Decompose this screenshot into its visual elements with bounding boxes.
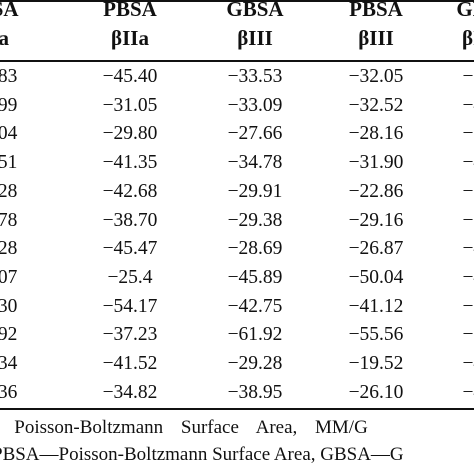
table-cell: −26.87 [348,238,404,260]
table-cell: −43.0 [462,353,474,374]
table-cell: −28.16 [348,123,404,145]
table-cell: −45.89 [227,266,283,288]
table-cell: −55.36 [0,381,18,403]
table-cell: −40.9 [462,238,474,260]
table-row: −46.99 −31.05 −33.09 −32.52 −44.7 [0,92,474,121]
table-cell: −31.90 [348,152,404,174]
table-cell: −33.09 [227,94,283,116]
table-cell: −45.40 [102,66,158,87]
table-cell: −38.70 [102,209,158,231]
table-cell: −33.04 [0,123,18,145]
header-rule [0,60,474,62]
table-cell: −44.7 [462,94,474,116]
table-row: −33.04 −29.80 −27.66 −28.16 −33.6 [0,120,474,149]
table-cell: −32.52 [348,94,404,116]
table-cell: −38.78 [0,209,18,231]
table-cell: −33.6 [462,123,474,145]
table-cell: −40.83 [0,66,18,87]
table-cell: −29.80 [102,123,158,145]
table-cell: −40.07 [0,266,18,288]
table-cell: −26.10 [348,381,404,403]
table-cell: −31.05 [102,94,158,116]
table-cell: −58.30 [0,295,18,317]
table-cell: −61.2 [462,295,474,317]
table-row: −39.28 −45.47 −28.69 −26.87 −40.9 [0,235,474,264]
table-cell: −42.75 [227,295,283,317]
table-cell: −27.66 [227,123,283,145]
table-cell: −36.51 [0,152,18,174]
footnote-line-1: hanics Poisson-Boltzmann Surface Area, M… [0,417,368,438]
table-cell: −22.86 [348,180,404,202]
table-row: −60.92 −37.23 −61.92 −55.56 −56.4 [0,321,474,350]
table-row: −55.36 −34.82 −38.95 −26.10 −45.4 [0,379,474,408]
table-cell: −40.1 [462,152,474,174]
table-cell: −60.92 [0,324,18,346]
table-cell: −34.82 [102,381,158,403]
table-cell: −37.23 [102,324,158,346]
table-cell: −56.4 [462,324,474,346]
bottom-rule [0,408,474,410]
table-row: −38.78 −38.70 −29.38 −29.16 −39.7 [0,207,474,236]
top-rule [0,0,474,2]
table-cell: −28.69 [227,238,283,260]
table-header: GBSA βIIa PBSA βIIa GBSA βIII PBSA βIII … [0,0,474,50]
table-row: −33.28 −42.68 −29.91 −22.86 −39.3 [0,178,474,207]
table-row: −41.34 −41.52 −29.28 −19.52 −43.0 [0,350,474,379]
table-cell: −41.35 [102,152,158,174]
table-cell: −25.4 [107,266,153,288]
table-cell: −39.7 [462,209,474,231]
table-cell: −55.56 [348,324,404,346]
table-cell: −41.12 [348,295,404,317]
table-cell: −39.28 [0,238,18,260]
table-cell: −33.28 [0,180,18,202]
table-cell: −39.5 [462,66,474,87]
table-cell: −38.95 [227,381,283,403]
table-cell: −39.3 [462,180,474,202]
table-cell: −54.17 [102,295,158,317]
table-cell: −46.99 [0,94,18,116]
table-row: −58.30 −54.17 −42.75 −41.12 −61.2 [0,293,474,322]
table-cell: −50.04 [348,266,404,288]
table-cell: −29.91 [227,180,283,202]
table-cell: −45.47 [102,238,158,260]
table-row: −40.83 −45.40 −33.53 −32.05 −39.5 [0,63,474,92]
table-cell: −32.05 [348,66,404,87]
table-cell: −61.92 [227,324,283,346]
table-cell: −19.52 [348,353,404,374]
table-cell: −41.34 [0,353,18,374]
table-cell: −41.52 [102,353,158,374]
table-cell: −29.16 [348,209,404,231]
table-cell: −40.6 [462,266,474,288]
table-cell: −45.4 [462,381,474,403]
table-cell: −42.68 [102,180,158,202]
table-row: −36.51 −41.35 −34.78 −31.90 −40.1 [0,149,474,178]
table-cell: −29.38 [227,209,283,231]
footnote-line-2: PBSA—Poisson-Boltzmann Surface Area, GBS… [0,444,404,465]
table-cell: −29.28 [227,353,283,374]
table-cell: −33.53 [227,66,283,87]
table-row: −40.07 −25.4 −45.89 −50.04 −40.6 [0,264,474,293]
table-cell: −34.78 [227,152,283,174]
